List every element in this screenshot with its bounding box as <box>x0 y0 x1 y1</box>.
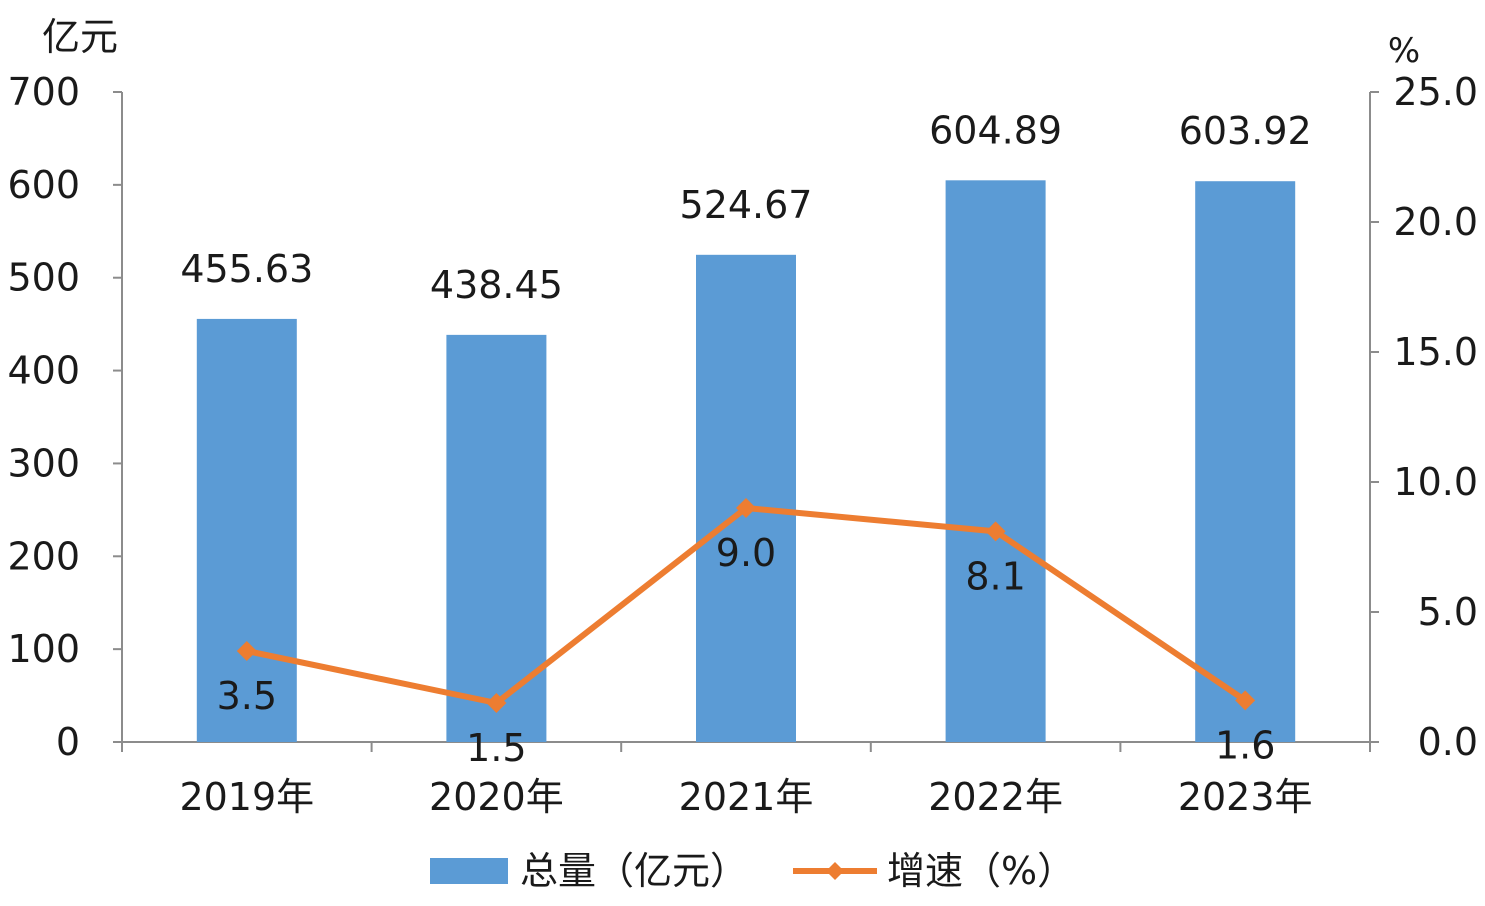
x-axis-tick-label: 2021年 <box>679 775 814 819</box>
bar <box>945 180 1046 743</box>
bar <box>446 334 547 742</box>
left-axis-tick-label: 200 <box>7 534 80 578</box>
line-data-label: 8.1 <box>965 554 1025 598</box>
legend-label-bar: 总量（亿元） <box>520 849 748 893</box>
line-data-label: 1.6 <box>1215 723 1275 767</box>
left-axis-tick-label: 300 <box>7 441 80 485</box>
line-point-marker <box>486 693 507 713</box>
x-axis-tick-label: 2019年 <box>179 775 314 819</box>
x-axis-tick-label: 2023年 <box>1178 775 1313 819</box>
legend-label-line: 增速（%） <box>887 849 1075 893</box>
bar-data-label: 604.89 <box>929 108 1062 152</box>
right-axis-tick-label: 0.0 <box>1418 720 1478 764</box>
right-axis-tick-label: 15.0 <box>1393 330 1478 374</box>
right-axis-tick-label: 5.0 <box>1418 590 1478 634</box>
x-axis-tick-label: 2022年 <box>928 775 1063 819</box>
line-data-label: 9.0 <box>716 531 776 575</box>
line-layer <box>236 498 1256 713</box>
data-labels-layer: 455.63 438.45 524.67 604.89 603.92 3.5 1.5 9.0 8… <box>180 108 1311 770</box>
bar-data-label: 524.67 <box>680 183 813 227</box>
left-axis-tick-label: 500 <box>7 256 80 300</box>
line-point-marker <box>736 498 756 518</box>
axes-layer: 0 100 200 300 400 500 600 700 0.0 5.0 10.0 15.0 20.0… <box>7 70 1478 819</box>
left-axis-tick-label: 100 <box>7 627 80 671</box>
bar-data-label: 455.63 <box>180 247 313 291</box>
left-axis-tick-label: 0 <box>56 720 80 764</box>
bar <box>1195 181 1296 742</box>
bar-data-label: 603.92 <box>1179 109 1312 153</box>
left-axis-tick-label: 600 <box>7 163 80 207</box>
left-axis-tick-label: 400 <box>7 349 80 393</box>
bars-layer <box>196 180 1296 743</box>
line-data-label: 3.5 <box>217 674 277 718</box>
legend-swatch-marker <box>826 862 844 880</box>
legend-swatch-bar <box>430 858 508 884</box>
right-axis-tick-label: 20.0 <box>1393 200 1478 244</box>
line-point-marker <box>1235 690 1256 711</box>
left-axis-unit: 亿元 <box>42 15 118 59</box>
left-axis-tick-label: 700 <box>7 70 80 114</box>
right-axis-tick-label: 10.0 <box>1393 460 1478 504</box>
line-point-marker <box>985 521 1006 542</box>
right-axis-tick-label: 25.0 <box>1393 70 1478 114</box>
legend: 总量（亿元） 增速（%） <box>430 849 1075 893</box>
x-axis-tick-label: 2020年 <box>429 775 564 819</box>
line-point-marker <box>236 641 257 661</box>
right-axis-unit: % <box>1388 31 1420 71</box>
bar <box>196 318 297 742</box>
bar-data-label: 438.45 <box>430 263 563 307</box>
line-data-label: 1.5 <box>466 726 526 770</box>
